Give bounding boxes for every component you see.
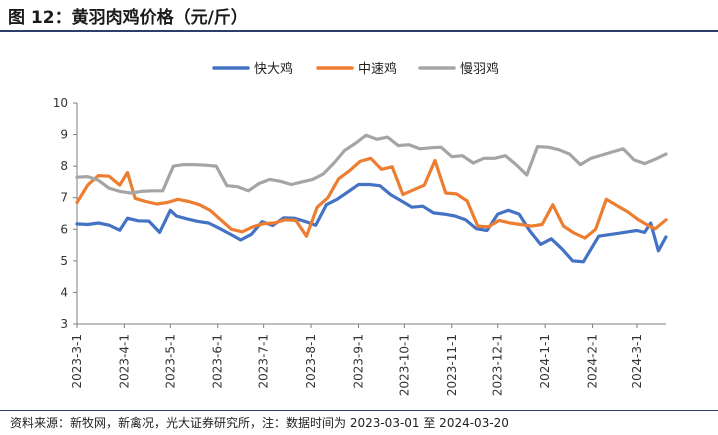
x-tick-label: 2023-4-1 [117,334,131,388]
y-tick-label: 6 [60,222,68,236]
x-tick-label: 2023-3-1 [70,334,84,388]
legend-label-1: 快大鸡 [254,61,293,77]
x-tick-label: 2023-6-1 [211,334,225,388]
y-tick-label: 8 [60,159,68,173]
series-line-3 [75,133,668,195]
y-tick-label: 3 [60,317,68,331]
x-tick-label: 2024-3-1 [630,334,644,388]
x-tick-label: 2023-10-1 [397,334,411,396]
source-note: 资料来源：新牧网，新禽况，光大证券研究所，注：数据时间为 2023-03-01 … [10,416,509,430]
y-tick-label: 7 [60,191,68,205]
title-bar: 图 12：黄羽肉鸡价格（元/斤） [0,0,718,32]
x-tick-label: 2023-12-1 [491,334,505,396]
x-tick-label: 2023-7-1 [257,334,271,388]
series-line-1 [75,182,668,264]
legend-label-2: 中速鸡 [358,61,397,77]
x-tick-label: 2023-11-1 [445,334,459,396]
x-tick-label: 2023-9-1 [351,334,365,388]
x-tick-label: 2023-5-1 [163,334,177,388]
series-line-2 [75,156,668,240]
y-tick-label: 4 [60,285,68,299]
x-tick-label: 2023-8-1 [304,334,318,388]
x-tick-label: 2024-2-1 [586,334,600,388]
line-chart: 3 4 5 6 7 8 9 10 2023-3-1 2023-4-1 2023-5-1 2023-6-… [53,61,668,396]
x-tick-label: 2024-1-1 [538,334,552,388]
y-tick-label: 9 [60,128,68,142]
y-tick-label: 10 [53,96,68,110]
y-tick-label: 5 [60,254,68,268]
figure-title: 图 12：黄羽肉鸡价格（元/斤） [8,8,248,28]
legend-label-3: 慢羽鸡 [460,61,499,77]
footer-divider [0,410,718,411]
